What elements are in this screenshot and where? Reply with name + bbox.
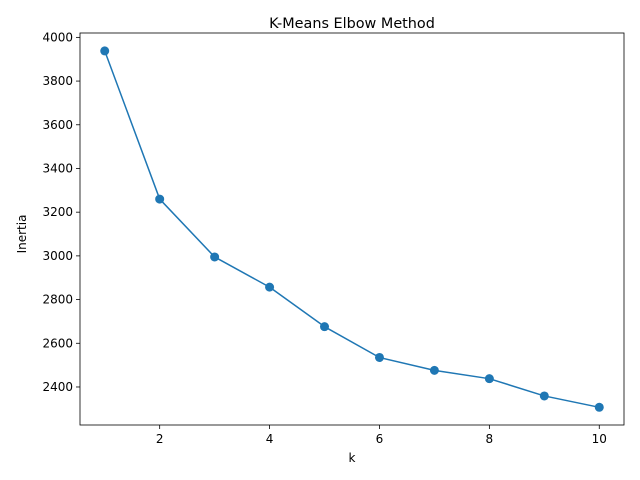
y-tick-label: 2600	[42, 336, 73, 350]
y-tick-label: 3000	[42, 249, 73, 263]
y-tick-label: 2800	[42, 293, 73, 307]
y-axis-label: Inertia	[15, 215, 29, 254]
data-point	[265, 282, 275, 292]
data-point	[539, 391, 549, 401]
x-tick-label: 10	[592, 432, 607, 446]
data-point	[100, 46, 110, 56]
data-point	[320, 322, 330, 332]
x-tick-label: 4	[266, 432, 274, 446]
y-tick-label: 3200	[42, 205, 73, 219]
x-tick-label: 8	[486, 432, 494, 446]
y-tick-label: 3800	[42, 74, 73, 88]
y-tick-label: 3600	[42, 118, 73, 132]
data-point	[594, 402, 604, 412]
data-point	[374, 352, 384, 362]
data-point	[484, 374, 494, 384]
x-tick-label: 2	[156, 432, 164, 446]
data-point	[429, 365, 439, 375]
data-point	[155, 194, 165, 204]
plot-area: 2 4 6 8 10 2400 2600 2800 3000 3200 3400 3600 3800 40…	[42, 30, 625, 446]
axes-frame	[79, 32, 625, 426]
x-tick-label: 6	[376, 432, 384, 446]
series-line	[104, 50, 600, 409]
chart-title: K-Means Elbow Method	[269, 16, 435, 32]
x-axis-label: k	[349, 451, 356, 465]
y-tick-label: 3400	[42, 161, 73, 175]
data-point	[210, 252, 220, 262]
y-tick-label: 4000	[42, 30, 73, 44]
y-tick-label: 2400	[42, 380, 73, 394]
